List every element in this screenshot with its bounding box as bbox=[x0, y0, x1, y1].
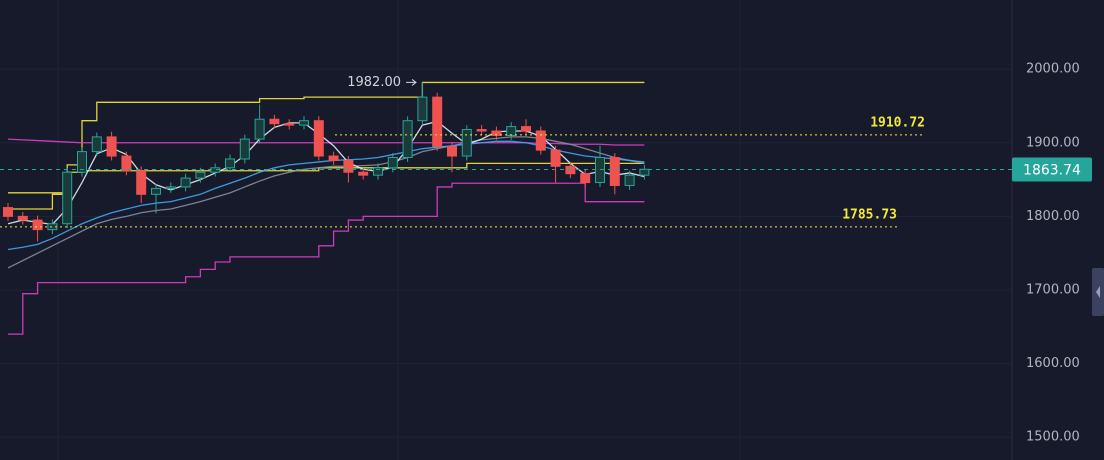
candle-body bbox=[609, 157, 620, 186]
y-tick-label: 1500.00 bbox=[1026, 430, 1080, 445]
candle-body bbox=[121, 155, 132, 172]
candle-body bbox=[624, 174, 635, 186]
candle-body bbox=[565, 165, 576, 175]
candle-body bbox=[17, 215, 28, 221]
last-price-box bbox=[1012, 157, 1092, 182]
candle-body bbox=[136, 170, 147, 195]
candle-body bbox=[239, 138, 250, 160]
scroll-arrow bbox=[1096, 286, 1100, 298]
candle-body bbox=[165, 186, 176, 189]
candle-body bbox=[313, 120, 324, 157]
candle-body bbox=[106, 136, 117, 157]
y-tick-label: 1900.00 bbox=[1026, 135, 1080, 150]
candle-body bbox=[284, 123, 295, 126]
candle-body bbox=[77, 151, 87, 173]
y-tick-label: 1700.00 bbox=[1026, 282, 1080, 297]
candle-body bbox=[254, 118, 265, 140]
candle-body bbox=[639, 168, 650, 176]
candle-body bbox=[299, 120, 309, 126]
candle-body bbox=[387, 157, 398, 169]
indicator-line bbox=[8, 182, 645, 335]
candle-body bbox=[535, 130, 546, 151]
candle-body bbox=[180, 177, 191, 188]
level-label: 1910.72 bbox=[870, 115, 925, 130]
indicator-line bbox=[8, 81, 645, 210]
candle-body bbox=[91, 136, 102, 153]
level-label: 1785.73 bbox=[842, 207, 897, 222]
candle-body bbox=[447, 145, 457, 157]
high-label: 1982.00 bbox=[347, 75, 401, 90]
candle-body bbox=[269, 118, 280, 125]
candle-body bbox=[62, 171, 73, 225]
y-tick-label: 1600.00 bbox=[1026, 356, 1080, 371]
candle-body bbox=[225, 158, 235, 169]
candle-body bbox=[343, 159, 354, 173]
candle-body bbox=[476, 129, 487, 132]
candle-body bbox=[358, 171, 369, 176]
candle-body bbox=[151, 187, 161, 195]
indicator-line bbox=[8, 162, 645, 194]
high-arrow bbox=[406, 79, 417, 86]
y-tick-label: 2000.00 bbox=[1026, 62, 1080, 77]
candle-body bbox=[373, 167, 383, 176]
candle-body bbox=[3, 207, 13, 217]
candle-body bbox=[32, 219, 43, 231]
candle-body bbox=[210, 167, 221, 173]
candle-body bbox=[550, 149, 561, 167]
candle-body bbox=[195, 171, 206, 179]
candle-body bbox=[432, 96, 443, 147]
candle-body bbox=[491, 130, 502, 136]
candle-body bbox=[580, 173, 591, 184]
last-price-label: 1863.74 bbox=[1023, 162, 1081, 178]
candle-body bbox=[328, 155, 339, 161]
candle-body bbox=[402, 120, 413, 159]
candle-body bbox=[417, 96, 428, 122]
candle-body bbox=[506, 126, 517, 136]
candle-body bbox=[521, 126, 531, 132]
y-tick-label: 2100.00 bbox=[1026, 0, 1080, 3]
candle-body bbox=[595, 157, 605, 184]
candle-body bbox=[461, 129, 472, 157]
y-tick-label: 1800.00 bbox=[1026, 209, 1080, 224]
